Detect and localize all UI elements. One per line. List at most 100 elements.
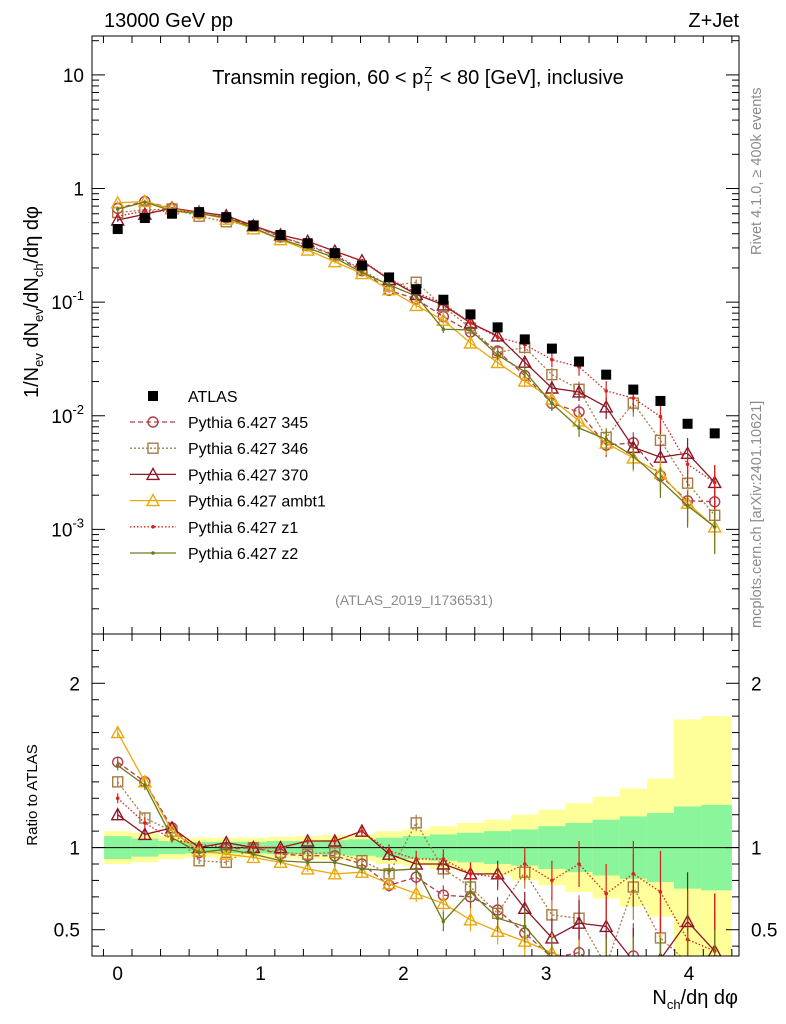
ratio-point-z1 — [143, 821, 147, 825]
data-point-z1 — [712, 480, 717, 485]
atlas-data-point — [356, 260, 367, 271]
data-point-ambt1 — [517, 373, 532, 387]
rivet-version-label: Rivet 4.1.0, ≥ 400k events — [749, 87, 765, 255]
ratio-point-z2 — [360, 867, 364, 871]
ratio-point-z2 — [143, 783, 147, 787]
data-point-z2 — [712, 525, 717, 529]
legend-marker-z2 — [151, 551, 155, 555]
data-point-z1 — [550, 357, 554, 362]
ratio-point-345 — [655, 971, 665, 981]
ratio-point-z2 — [224, 847, 229, 852]
data-point-z2 — [522, 369, 527, 374]
data-point-ambt1 — [354, 266, 370, 280]
atlas-data-point — [628, 384, 639, 395]
data-point-z2 — [495, 353, 500, 357]
main-plot-frame — [91, 35, 740, 635]
atlas-data-point — [275, 229, 286, 240]
ratio-point-ambt1 — [578, 955, 580, 956]
ratio-point-ambt1 — [627, 965, 639, 976]
legend-label-atlas: ATLAS — [188, 389, 238, 406]
atlas-data-point — [302, 238, 313, 249]
analysis-tag: (ATLAS_2019_I1736531) — [335, 592, 493, 608]
ratio-point-345 — [601, 967, 611, 977]
x-tick-label: 4 — [684, 964, 695, 985]
atlas-data-point — [546, 343, 557, 354]
ratio-point-370 — [354, 823, 370, 837]
data-point-z1 — [658, 414, 663, 419]
data-point-ambt1 — [381, 282, 397, 296]
data-point-ambt1 — [409, 297, 424, 312]
main-plot-panel: 10-3 10-2 10-1 1 10 Transmin region, 60 < pT… — [21, 35, 740, 635]
data-point-z2 — [577, 426, 581, 430]
x-tick-label: 2 — [398, 964, 409, 985]
ratio-point-ambt1 — [517, 933, 532, 947]
atlas-data-point — [112, 224, 123, 235]
ratio-point-z2 — [441, 919, 446, 924]
data-point-z2 — [360, 270, 364, 275]
data-point-ambt1 — [436, 312, 451, 326]
atlas-data-point — [682, 418, 693, 429]
ratio-point-z1 — [387, 849, 391, 853]
atlas-data-point — [194, 207, 205, 218]
data-point-346 — [546, 368, 558, 381]
ratio-tick-label-right: 0.5 — [751, 921, 777, 942]
data-point-z2 — [441, 327, 446, 332]
ratio-point-z2 — [577, 967, 581, 971]
legend-label-346: Pythia 6.427 346 — [188, 441, 308, 458]
ratio-point-z1 — [278, 845, 283, 850]
ratio-point-z2 — [197, 850, 201, 855]
ratio-point-z2 — [414, 867, 419, 871]
ratio-point-345 — [710, 966, 720, 976]
ratio-point-z2 — [305, 860, 310, 865]
data-point-z2 — [414, 294, 419, 298]
ratio-point-370 — [571, 915, 587, 929]
ratio-point-ambt1 — [409, 886, 424, 900]
data-point-z1 — [604, 389, 608, 393]
x-tick-label: 0 — [112, 964, 123, 985]
atlas-data-point — [221, 212, 232, 223]
legend-label-z1: Pythia 6.427 z1 — [188, 520, 298, 537]
data-point-ambt1 — [137, 193, 153, 208]
atlas-data-point — [248, 220, 259, 231]
y-tick-label: 10-1 — [51, 288, 84, 314]
legend-marker-ambt1 — [145, 493, 161, 507]
ratio-point-z1 — [550, 878, 554, 883]
ratio-point-z2 — [333, 860, 337, 865]
data-point-z2 — [468, 328, 473, 332]
ratio-point-z2 — [170, 835, 174, 840]
ratio-point-z2 — [278, 858, 283, 863]
legend-marker-346 — [147, 442, 159, 454]
ratio-point-ambt1 — [654, 968, 666, 979]
legend-label-370: Pythia 6.427 370 — [188, 467, 308, 484]
atlas-data-point — [465, 309, 476, 320]
ratio-point-370 — [137, 826, 153, 841]
atlas-data-point — [519, 334, 530, 345]
ratio-tick-label-right: 1 — [751, 839, 762, 860]
ratio-point-346 — [710, 976, 720, 986]
x-axis-title: Nch/dη dφ — [652, 987, 738, 1012]
data-point-z1 — [468, 321, 473, 325]
ratio-plot-frame — [91, 633, 740, 957]
ratio-point-z1 — [197, 842, 201, 847]
ratio-point-z2 — [251, 852, 256, 856]
ratio-point-ambt1 — [490, 923, 505, 938]
ratio-point-ambt1 — [110, 725, 125, 739]
atlas-data-point — [709, 428, 720, 439]
y-tick-label: 1 — [73, 180, 84, 201]
ratio-line-346 — [117, 781, 682, 956]
data-point-z2 — [604, 437, 608, 442]
ratio-point-346 — [112, 776, 124, 788]
atlas-data-point — [166, 208, 177, 219]
ratio-point-z2 — [495, 916, 500, 921]
atlas-data-point — [411, 284, 422, 295]
data-point-z2 — [143, 200, 147, 204]
ratio-point-370 — [436, 856, 451, 870]
ratio-point-z1 — [631, 872, 636, 876]
data-point-370 — [598, 399, 614, 413]
ratio-tick-label: 0.5 — [54, 921, 80, 942]
mcplots-label: mcplots.cern.ch [arXiv:2401.10621] — [749, 401, 765, 628]
ratio-point-z1 — [305, 839, 310, 843]
ratio-plot-panel: 0 1 2 3 4 0.5 0.5 1 1 2 2 Ratio to ATLAS — [24, 627, 777, 986]
ratio-point-z1 — [360, 829, 364, 833]
